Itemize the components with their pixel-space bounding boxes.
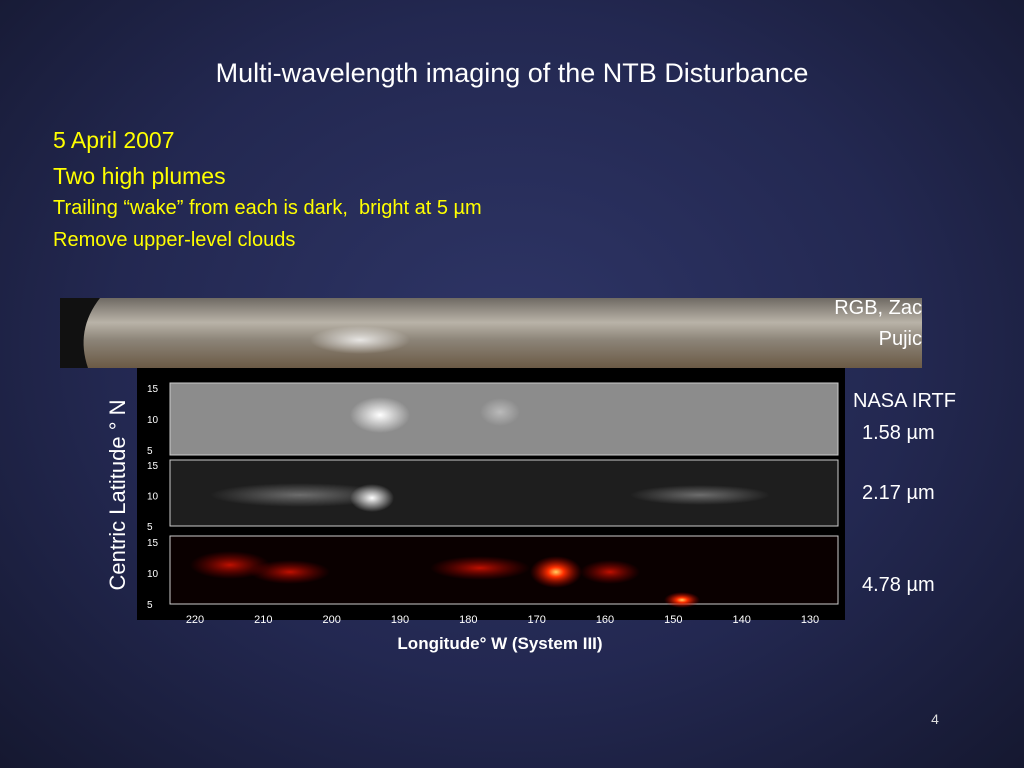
- rgb-limb: [60, 298, 100, 368]
- rgb-label: Pujic: [879, 328, 922, 350]
- y-axis-label: Centric Latitude ° N: [105, 400, 130, 591]
- y-tick-label: 10: [147, 569, 159, 580]
- x-tick-label: 140: [732, 614, 750, 626]
- rgb-plume: [310, 326, 410, 354]
- bullet: Remove upper-level clouds: [53, 229, 296, 251]
- rgb-label: RGB, Zac: [834, 297, 922, 319]
- x-tick-label: 150: [664, 614, 682, 626]
- y-tick-label: 10: [147, 492, 159, 503]
- y-tick-label: 15: [147, 461, 159, 472]
- plume: [480, 398, 520, 426]
- x-tick-label: 130: [801, 614, 819, 626]
- y-tick-label: 15: [147, 384, 159, 395]
- band-label: 1.58 µm: [862, 422, 935, 444]
- rgb-image: [60, 298, 922, 368]
- bullet: Two high plumes: [53, 163, 226, 189]
- irtf-label: NASA IRTF: [853, 390, 956, 412]
- hotspot: [580, 560, 640, 584]
- x-tick-label: 170: [527, 614, 545, 626]
- plume: [350, 397, 410, 433]
- title: Multi-wavelength imaging of the NTB Dist…: [215, 58, 809, 88]
- x-tick-label: 190: [391, 614, 409, 626]
- x-tick-label: 160: [596, 614, 614, 626]
- y-tick-label: 5: [147, 600, 153, 611]
- x-tick-label: 220: [186, 614, 204, 626]
- bullet: 5 April 2007: [53, 127, 175, 153]
- y-tick-label: 10: [147, 415, 159, 426]
- band-label: 2.17 µm: [862, 482, 935, 504]
- hotspot: [530, 556, 582, 588]
- y-tick-label: 5: [147, 446, 153, 457]
- hotspot: [664, 592, 700, 608]
- hotspot: [430, 556, 530, 580]
- x-tick-label: 180: [459, 614, 477, 626]
- plume: [350, 484, 394, 512]
- x-axis-label: Longitude° W (System III): [397, 634, 602, 653]
- wake: [630, 485, 770, 505]
- x-tick-label: 200: [322, 614, 340, 626]
- y-tick-label: 15: [147, 538, 159, 549]
- page-number: 4: [931, 711, 939, 727]
- band-label: 4.78 µm: [862, 574, 935, 596]
- bullet: Trailing “wake” from each is dark, brigh…: [53, 197, 482, 219]
- hotspot: [250, 560, 330, 584]
- y-tick-label: 5: [147, 522, 153, 533]
- x-tick-label: 210: [254, 614, 272, 626]
- wake: [210, 483, 390, 507]
